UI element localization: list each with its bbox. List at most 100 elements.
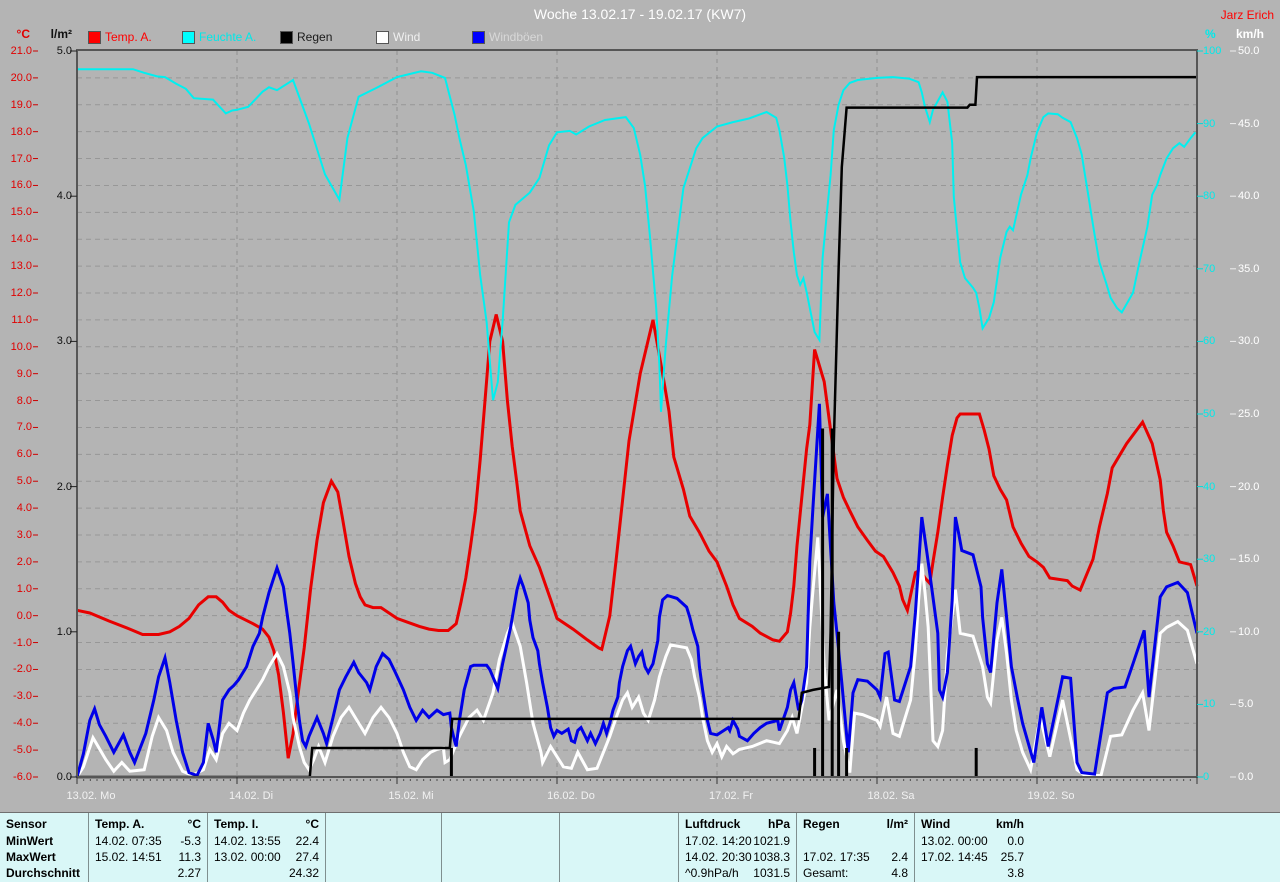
tick-label: 5.0 [1238,698,1254,711]
legend-label: Feuchte A. [199,30,257,44]
table-cell: 24.32 [288,866,319,880]
tick-label: 12.0 [10,287,32,299]
tick-label: 50.0 [1238,45,1260,57]
table-cell: 13.02. 00:00 0.0 [921,834,1024,848]
legend-label: Wind [393,30,421,44]
table-cell: Gesamt: 4.8 [803,866,908,880]
tick-label: 1.0 [56,625,72,638]
table-cell: 14.02. 20:30 1038.3 [685,850,790,864]
tick-label: 0 [1203,771,1210,783]
sensor-stats-table: Sensor MinWert MaxWert Durchschnitt Temp. A.… [0,812,1280,882]
table-row-label: Sensor [6,817,47,831]
tick-label: 15.0 [1238,553,1260,566]
tick-label: 6.0 [16,448,32,461]
tick-label: 25.0 [1238,408,1260,420]
table-cell: ^0.9hPa/h 1031.5 [685,866,790,880]
table-cell [448,865,553,881]
tick-label: 17.0 [10,152,32,165]
tick-label: 10 [1203,698,1216,711]
table-col-Temp. A.: Temp. A. °C 14.02. 07:35 -5.3 15.02. 14:51 11… [88,813,207,882]
series-Feuchte A. [77,68,1197,412]
legend-label: Regen [297,30,333,44]
tick-label: -6.0 [13,771,32,783]
legend-label: Windböen [489,30,544,44]
table-row-label: MinWert [6,834,54,848]
table-col-header: Luftdruck hPa [685,817,790,831]
tick-label: 20.0 [10,71,32,84]
table-cell: 17.02. 14:20 1021.9 [685,834,790,848]
table-col-empty [441,813,559,882]
tick-label: 90 [1203,117,1216,130]
table-col-header [448,816,553,832]
tick-label: 16.0 [10,179,32,192]
wind-series-swatch-icon [376,31,389,44]
tick-label: 21.0 [10,45,32,57]
day-label: 19.02. So [1027,790,1075,802]
table-row-label: Durchschnitt [6,866,81,880]
tick-label: 15.0 [10,206,32,219]
tick-label: 5.0 [56,45,72,57]
tick-label: -5.0 [13,744,32,757]
day-label: 18.02. Sa [867,790,915,802]
tick-label: 13.0 [10,260,32,273]
table-cell: 3.8 [1007,866,1024,880]
tick-label: 18.0 [10,125,32,138]
day-label: 16.02. Do [547,790,595,802]
table-cell [332,865,435,881]
day-label: 14.02. Di [228,790,274,802]
tick-label: -1.0 [13,636,32,649]
table-col-header: Temp. A. °C [95,817,201,831]
table-col-header: Temp. I. °C [214,817,319,831]
tick-label: 19.0 [10,98,32,111]
temp-series-swatch-icon [88,31,101,44]
humidity-series-swatch-icon [182,31,195,44]
table-cell [332,833,435,849]
table-cell: 17.02. 14:45 25.7 [921,850,1024,864]
tick-label: 0.0 [56,771,72,783]
table-cell: 13.02. 00:00 27.4 [214,850,319,864]
tick-label: 0.0 [16,609,32,622]
day-label: 13.02. Mo [66,790,116,802]
tick-label: 20.0 [1238,480,1260,493]
tick-label: 30.0 [1238,335,1260,348]
table-cell [332,849,435,865]
tick-label: 14.0 [10,233,32,246]
table-cell: 15.02. 14:51 11.3 [95,850,201,864]
series-Windböen [75,403,1199,778]
table-col-empty [559,813,678,882]
wind-axis-unit: km/h [1236,27,1265,41]
table-col-empty [325,813,441,882]
tick-label: 1.0 [16,582,32,595]
tick-label: 11.0 [11,313,32,326]
table-cell [803,833,908,849]
table-cell: 14.02. 07:35 -5.3 [95,834,201,848]
series-Temp. A. [76,314,1199,759]
temp-axis-unit: °C [16,27,30,41]
station-owner-label: Jarz Erich [1220,8,1274,22]
rain-axis-unit: l/m² [50,27,72,41]
tick-label: 50 [1203,408,1216,420]
table-col-header: Regen l/m² [803,817,908,831]
tick-label: 20 [1203,625,1216,638]
tick-label: 60 [1203,335,1216,348]
tick-label: -3.0 [13,690,32,703]
table-cell [566,833,672,849]
table-col-header: Wind km/h [921,817,1024,831]
tick-label: 100 [1203,45,1222,57]
day-label: 17.02. Fr [708,790,754,802]
tick-label: 70 [1203,262,1216,275]
table-row-labels-column: Sensor MinWert MaxWert Durchschnitt [0,813,88,882]
tick-label: 80 [1203,190,1216,203]
legend-label: Temp. A. [105,30,152,44]
tick-label: 10.0 [1238,625,1260,638]
tick-label: 4.0 [56,190,72,203]
tick-label: 10.0 [10,340,32,353]
tick-label: 40.0 [1238,190,1260,203]
tick-label: 0.0 [1238,771,1254,783]
tick-label: -4.0 [13,717,32,730]
tick-label: 4.0 [16,502,32,515]
tick-label: 2.0 [16,555,32,568]
table-col-Wind: Wind km/h 13.02. 00:00 0.0 17.02. 14:45 25.7 3… [914,813,1030,882]
chart-plot-area[interactable] [0,0,1280,812]
